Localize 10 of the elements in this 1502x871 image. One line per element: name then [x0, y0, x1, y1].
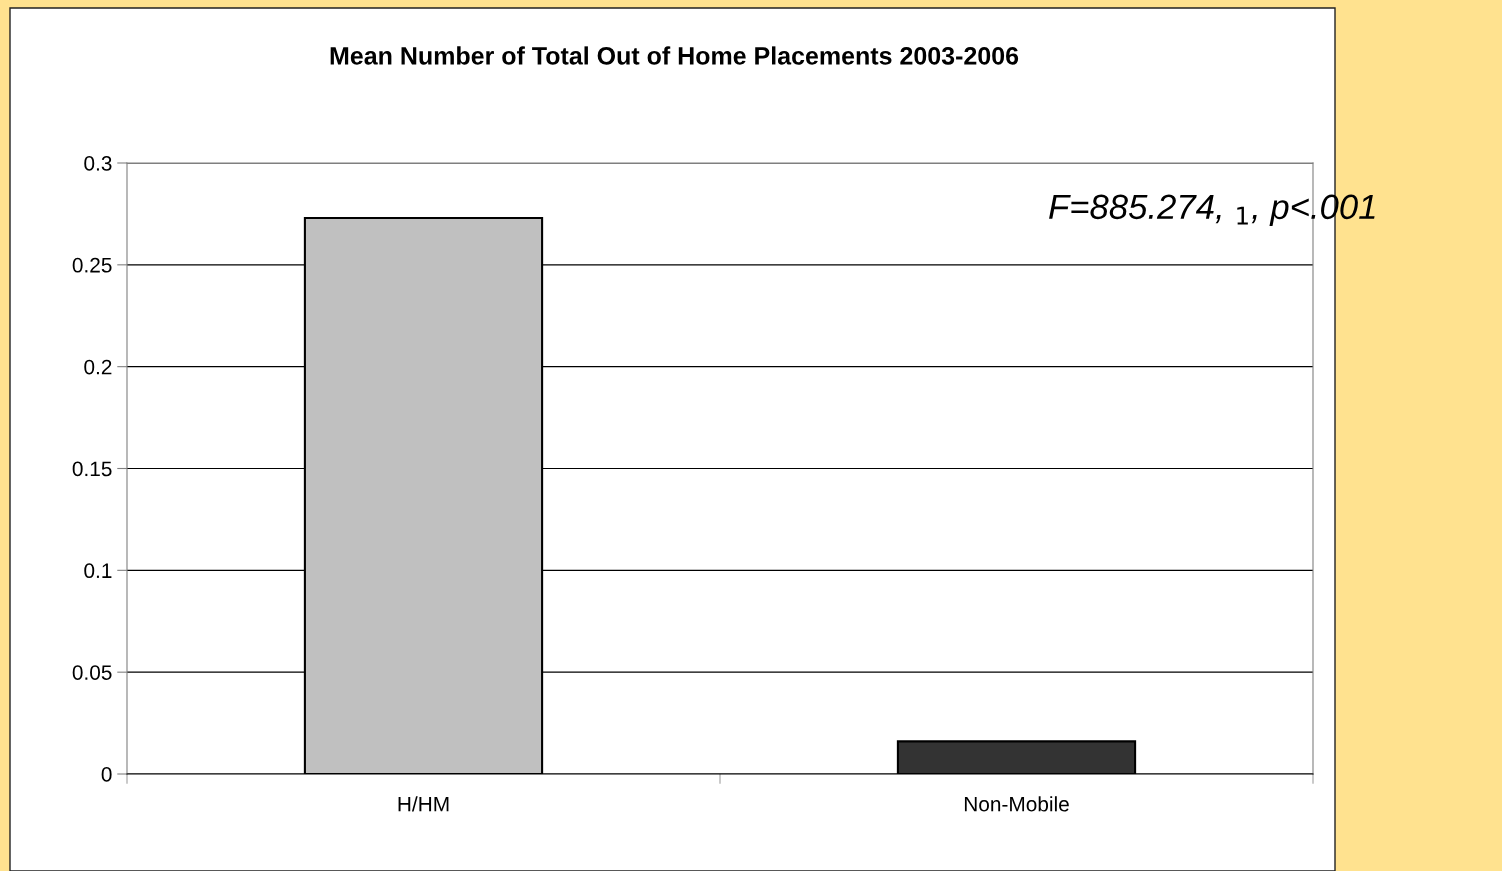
y-tick-label: 0.3	[84, 156, 112, 171]
y-tick-label: 0.05	[72, 665, 112, 680]
y-tick-label: 0.25	[72, 257, 112, 273]
x-tick-label: Non-Mobile	[964, 796, 1069, 812]
y-tick-label: 0.15	[72, 461, 112, 477]
chart-title: Mean Number of Total Out of Home Placements 2003-2006	[330, 46, 1019, 65]
x-tick-label: H/HM	[398, 796, 449, 812]
y-tick-label: 0	[101, 767, 112, 782]
y-tick-label: 0.2	[84, 359, 112, 375]
y-tick-label: 0.1	[84, 563, 112, 579]
